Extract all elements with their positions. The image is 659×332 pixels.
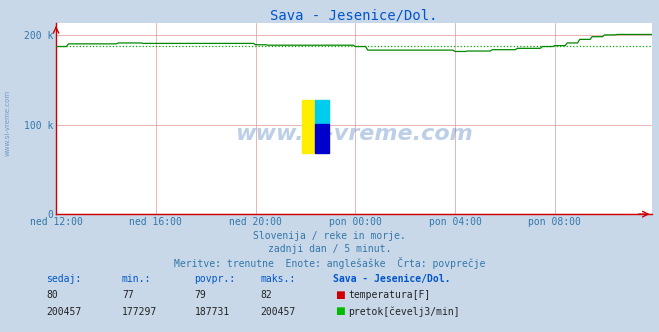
- Title: Sava - Jesenice/Dol.: Sava - Jesenice/Dol.: [270, 8, 438, 22]
- Text: 177297: 177297: [122, 307, 157, 317]
- Text: pretok[čevelj3/min]: pretok[čevelj3/min]: [348, 307, 459, 317]
- Text: 82: 82: [260, 290, 272, 300]
- Text: www.si-vreme.com: www.si-vreme.com: [235, 124, 473, 144]
- FancyBboxPatch shape: [316, 100, 329, 124]
- FancyBboxPatch shape: [302, 100, 316, 153]
- Text: 77: 77: [122, 290, 134, 300]
- Text: zadnji dan / 5 minut.: zadnji dan / 5 minut.: [268, 244, 391, 254]
- Text: ■: ■: [335, 306, 345, 316]
- Text: 79: 79: [194, 290, 206, 300]
- FancyBboxPatch shape: [316, 124, 329, 153]
- Text: 200457: 200457: [46, 307, 81, 317]
- Text: maks.:: maks.:: [260, 274, 295, 284]
- Text: povpr.:: povpr.:: [194, 274, 235, 284]
- Text: Slovenija / reke in morje.: Slovenija / reke in morje.: [253, 231, 406, 241]
- Text: ■: ■: [335, 290, 345, 299]
- Text: min.:: min.:: [122, 274, 152, 284]
- Text: Meritve: trenutne  Enote: anglešaške  Črta: povprečje: Meritve: trenutne Enote: anglešaške Črta…: [174, 257, 485, 269]
- Text: 200457: 200457: [260, 307, 295, 317]
- Text: 80: 80: [46, 290, 58, 300]
- Text: www.si-vreme.com: www.si-vreme.com: [5, 90, 11, 156]
- Text: sedaj:: sedaj:: [46, 274, 81, 284]
- Text: Sava - Jesenice/Dol.: Sava - Jesenice/Dol.: [333, 274, 450, 284]
- Text: temperatura[F]: temperatura[F]: [348, 290, 430, 300]
- Text: 187731: 187731: [194, 307, 229, 317]
